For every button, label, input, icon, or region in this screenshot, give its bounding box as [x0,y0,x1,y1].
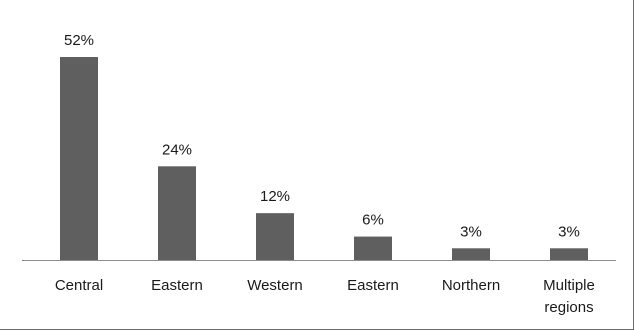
data-label-3: 6% [362,212,384,229]
x-tick-label-line: Western [247,277,303,294]
x-tick-label-line: Eastern [151,277,203,294]
data-label-5: 3% [558,223,580,240]
x-tick-label-5: Multiple regions [543,277,595,316]
data-label-4: 3% [460,223,482,240]
x-tick-label-4: Northern [442,277,500,294]
x-tick-label-line: Eastern [347,277,399,294]
x-tick-label-line: regions [544,299,593,316]
bar-0 [60,57,98,260]
x-tick-label-line: Multiple [543,277,595,294]
bar-series [60,57,588,260]
data-label-1: 24% [162,141,192,158]
data-labels: 52% 24% 12% 6% 3% 3% [64,32,580,240]
x-tick-label-line: Central [55,277,103,294]
x-tick-label-3: Eastern [347,277,399,294]
x-tick-labels: Central Eastern Western Eastern Northern Mult… [55,277,595,316]
data-label-2: 12% [260,188,290,205]
bar-4 [452,248,490,260]
x-tick-label-line: Northern [442,277,500,294]
x-tick-label-0: Central [55,277,103,294]
bar-5 [550,248,588,260]
data-label-0: 52% [64,32,94,49]
bar-2 [256,213,294,260]
x-tick-label-2: Western [247,277,303,294]
x-tick-label-1: Eastern [151,277,203,294]
bar-1 [158,166,196,260]
bar-3 [354,236,392,260]
